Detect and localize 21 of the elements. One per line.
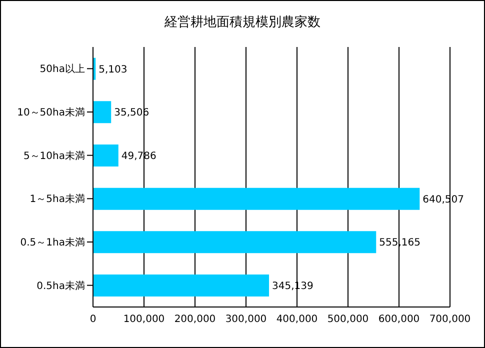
y-tick-label: 50ha以上 (40, 63, 85, 76)
y-tick-label: 0.5ha未満 (36, 280, 85, 292)
y-tick-label: 5～10ha未満 (23, 150, 85, 162)
x-tick-label: 400,000 (276, 314, 318, 326)
x-tick-label: 600,000 (378, 314, 420, 326)
bar (93, 188, 420, 210)
x-tick-label: 300,000 (225, 314, 267, 326)
x-tick-label: 700,000 (429, 314, 471, 326)
y-tick-label: 1～5ha未満 (30, 193, 85, 206)
bar (93, 144, 118, 166)
y-tick-label: 0.5～1ha未満 (20, 236, 85, 249)
bar (93, 274, 270, 296)
data-label: 5,103 (98, 64, 128, 76)
bar (93, 231, 376, 254)
x-tick-label: 500,000 (327, 314, 369, 326)
x-tick-label: 0 (90, 314, 96, 326)
chart-title: 経営耕地面積規模別農家数 (164, 14, 322, 32)
x-tick-label: 200,000 (174, 314, 216, 326)
bar (93, 101, 112, 124)
y-tick-label: 10～50ha未満 (17, 106, 85, 119)
x-tick-label: 100,000 (123, 314, 165, 326)
